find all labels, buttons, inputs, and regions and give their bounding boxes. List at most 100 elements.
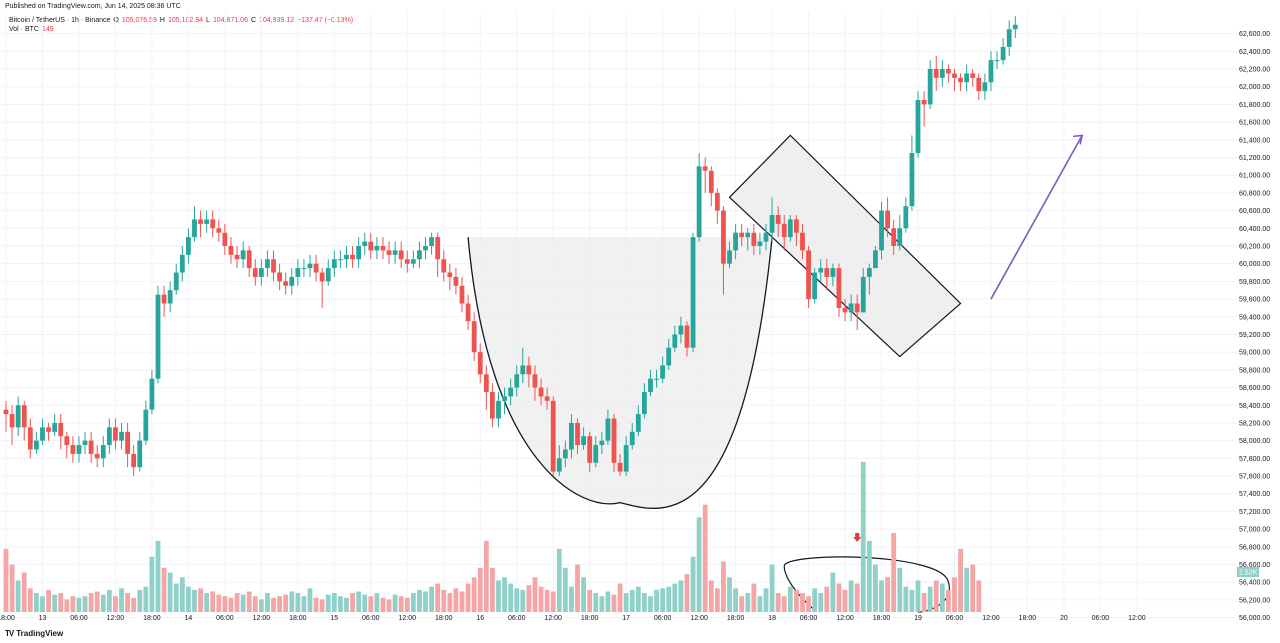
price-tick-label: 57,400.00 — [1239, 491, 1270, 498]
volume-bar — [417, 589, 422, 612]
candle-body — [745, 232, 751, 238]
volume-bar — [672, 583, 678, 612]
candle-body — [891, 228, 897, 246]
volume-bar — [313, 597, 319, 612]
candle-body — [423, 245, 428, 251]
volume-bar — [173, 583, 179, 612]
candle-body — [435, 237, 441, 260]
candle-body — [161, 294, 167, 304]
time-tick-label: 06:00 — [362, 615, 380, 622]
candle-body — [283, 281, 289, 286]
volume-bar — [283, 594, 289, 612]
volume-bar — [82, 596, 88, 612]
candle-body — [210, 219, 216, 229]
price-tick-label: 57,000.00 — [1239, 527, 1270, 534]
candle-body — [702, 166, 708, 171]
volume-bar — [800, 593, 805, 612]
volume-bar — [939, 583, 945, 612]
volume-bar — [350, 593, 355, 612]
candle-body — [976, 77, 982, 92]
candle-body — [757, 241, 763, 246]
volume-bar — [15, 580, 21, 612]
volume-bar — [544, 589, 550, 612]
time-tick-label: 16 — [476, 615, 484, 622]
candle-body — [921, 99, 927, 105]
candle-body — [100, 445, 106, 459]
time-tick-label: 12:00 — [544, 615, 562, 622]
volume-bar — [76, 597, 82, 612]
tradingview-brand[interactable]: TV TradingView — [5, 629, 63, 638]
candle-body — [143, 409, 149, 441]
candle-body — [76, 445, 82, 454]
candle-body — [684, 325, 690, 348]
volume-bar — [125, 593, 130, 612]
volume-bar — [204, 593, 210, 612]
candle-body — [417, 250, 422, 260]
candle-body — [915, 99, 921, 154]
price-tick-label: 62,600.00 — [1239, 31, 1270, 38]
candle-body — [739, 232, 745, 238]
price-tick-label: 59,200.00 — [1239, 332, 1270, 339]
volume-bar — [265, 593, 270, 612]
volume-bar — [453, 588, 459, 612]
volume-legend-row[interactable]: Vol · BTC 149 — [9, 25, 353, 34]
volume-bar — [240, 594, 246, 612]
candle-body — [265, 259, 270, 269]
time-tick-label: 12:00 — [690, 615, 708, 622]
price-tick-label: 58,000.00 — [1239, 438, 1270, 445]
volume-bar — [362, 594, 368, 612]
candle-body — [812, 272, 818, 300]
volume-bar — [21, 572, 27, 612]
volume-bar — [502, 577, 507, 612]
price-tick-label: 59,800.00 — [1239, 279, 1270, 286]
price-tick-label: 58,200.00 — [1239, 420, 1270, 427]
candle-body — [192, 219, 197, 238]
candle-body — [526, 365, 532, 375]
symbol-legend-row[interactable]: Bitcoin / TetherUS · 1h · Binance O 105,0… — [9, 16, 353, 25]
time-tick-label: 18:00 — [0, 615, 15, 622]
volume-bar — [64, 599, 70, 612]
volume-bar — [520, 589, 526, 612]
candle-body — [988, 60, 994, 83]
volume-bar — [490, 567, 495, 612]
volume-bar — [392, 594, 398, 612]
candle-body — [642, 391, 647, 415]
candle-body — [64, 436, 70, 446]
time-tick-label: 18:00 — [1019, 615, 1037, 622]
volume-bar — [605, 591, 611, 612]
volume-bar — [423, 591, 428, 612]
candle-body — [155, 294, 161, 379]
high-label: H — [159, 17, 165, 24]
price-tick-label: 60,400.00 — [1239, 226, 1270, 233]
volume-bar — [131, 597, 137, 612]
candle-body — [666, 347, 672, 366]
price-tick-label: 57,600.00 — [1239, 474, 1270, 481]
volume-bar — [599, 596, 605, 612]
candle-body — [453, 276, 459, 286]
volume-bar — [714, 588, 720, 612]
volume-bar — [58, 593, 64, 612]
volume-bar — [94, 591, 100, 612]
volume-bar — [593, 593, 599, 612]
volume-bar — [933, 580, 939, 612]
volume-bar — [575, 564, 580, 612]
volume-bar — [155, 540, 161, 612]
volume-bar — [745, 593, 751, 612]
candle-body — [587, 436, 593, 463]
candle-body — [994, 60, 1000, 62]
candle-body — [119, 431, 124, 441]
open-value: 105,076.59 — [121, 17, 157, 24]
price-tick-label: 56,000.00 — [1239, 615, 1270, 622]
candle-body — [186, 237, 191, 255]
candle-body — [696, 166, 702, 238]
volume-bar — [246, 591, 252, 612]
candle-body — [763, 232, 769, 242]
price-tick-label: 59,000.00 — [1239, 350, 1270, 357]
volume-bar — [192, 589, 197, 612]
volume-bar — [88, 593, 94, 612]
candle-body — [447, 272, 453, 277]
volume-bar — [483, 540, 489, 612]
volume-bar — [161, 567, 167, 612]
volume-bar — [635, 586, 641, 612]
